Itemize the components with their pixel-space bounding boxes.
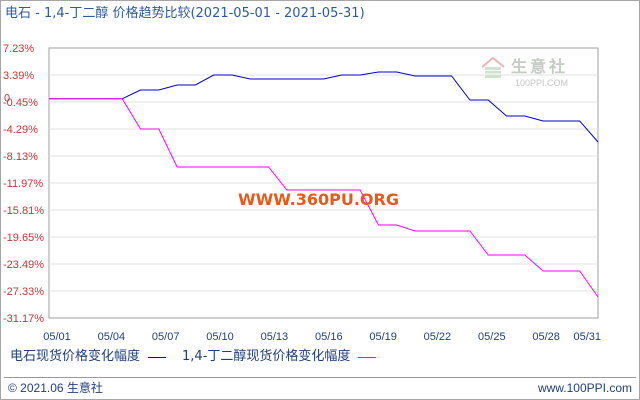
x-tick-label: 05/22 — [424, 331, 452, 343]
legend-swatch-calcium-carbide — [148, 356, 167, 358]
y-axis-labels: 7.23% 3.39% -0.45% -4.29% -8.13% -11.97% -15.8… — [3, 43, 44, 325]
footer-divider — [4, 377, 636, 378]
x-tick-label: 05/13 — [261, 331, 289, 343]
logo-name: 生意社 — [511, 57, 568, 76]
x-tick-label: 05/19 — [369, 331, 397, 343]
calcium-carbide-line — [49, 71, 599, 143]
legend-swatch-bdo — [358, 356, 377, 358]
x-axis-labels: 05/01 05/04 05/07 05/10 05/13 05/16 05/19 05/22… — [43, 331, 601, 343]
house-icon — [481, 56, 505, 78]
x-tick-label: 05/28 — [532, 331, 560, 343]
bdo-line — [49, 98, 599, 298]
footer-site: www.100PPI.com — [537, 381, 632, 395]
y-tick-label: -4.29% — [3, 124, 38, 136]
y-tick-label: -23.49% — [3, 259, 44, 271]
y-tick-label: -0.45% — [3, 97, 38, 109]
logo-domain: 100PPI.COM — [515, 78, 568, 88]
legend-label-bdo: 1,4-丁二醇现货价格变化幅度 — [182, 349, 351, 364]
legend-label-calcium-carbide: 电石现货价格变化幅度 — [10, 349, 141, 364]
watermark: WWW.360PU.ORG — [238, 190, 399, 209]
x-tick-label: 05/01 — [43, 331, 71, 343]
series-lines — [49, 71, 599, 298]
y-tick-label: -27.33% — [3, 286, 44, 298]
y-tick-label: -8.13% — [3, 151, 38, 163]
logo: 生意社 100PPI.COM — [481, 56, 568, 88]
y-tick-label: -31.17% — [3, 313, 44, 325]
chart-title: 电石 - 1,4-丁二醇 价格趋势比较(2021-05-01 - 2021-05… — [5, 6, 365, 21]
legend: 电石现货价格变化幅度 1,4-丁二醇现货价格变化幅度 — [10, 349, 392, 365]
y-tick-label: 7.23% — [3, 43, 34, 55]
y-tick-label: 3.39% — [3, 70, 34, 82]
y-tick-label: -15.81% — [3, 205, 44, 217]
x-tick-label: 05/10 — [206, 331, 234, 343]
x-tick-label: 05/04 — [98, 331, 126, 343]
footer-copyright: © 2021.06 生意社 — [8, 381, 103, 395]
y-tick-label: -19.65% — [3, 232, 44, 244]
x-tick-label: 05/25 — [478, 331, 506, 343]
x-tick-label: 05/07 — [152, 331, 180, 343]
x-tick-label: 05/31 — [573, 331, 601, 343]
grid-lines — [49, 74, 598, 292]
y-tick-label: -11.97% — [3, 178, 43, 190]
y-zero-label: 0 — [4, 92, 10, 104]
x-tick-label: 05/16 — [315, 331, 343, 343]
